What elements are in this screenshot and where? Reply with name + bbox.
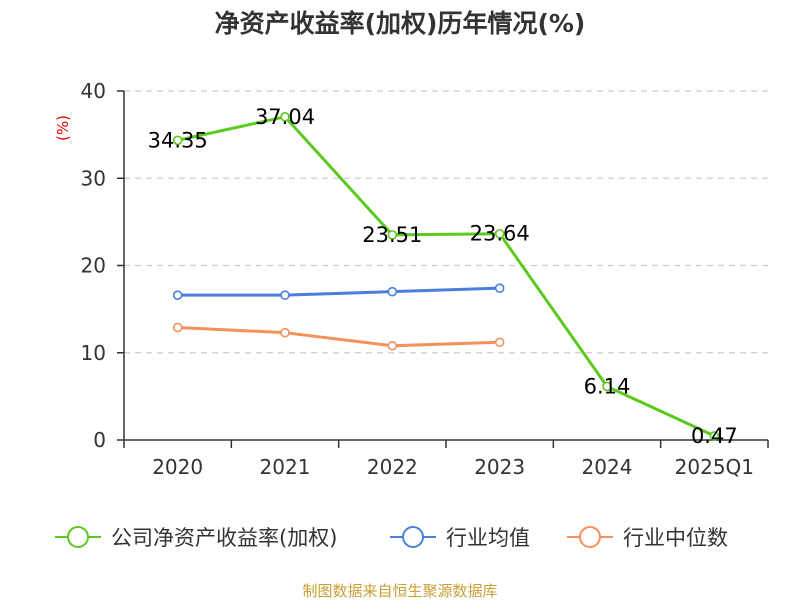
- x-tick-label: 2020: [152, 455, 203, 479]
- y-tick-label: 10: [81, 341, 106, 365]
- legend-marker: [579, 526, 601, 548]
- x-tick-label: 2025Q1: [675, 455, 754, 479]
- data-point: [494, 283, 505, 293]
- axes: [117, 90, 769, 448]
- data-point: [280, 112, 290, 122]
- data-point: [172, 322, 183, 333]
- x-tick-label: 2022: [367, 455, 418, 479]
- y-tick-label: 20: [81, 254, 106, 278]
- grid: [124, 90, 768, 354]
- x-tick-label: 2021: [260, 455, 311, 479]
- y-axis-label: (%): [54, 115, 72, 141]
- data-point: [280, 290, 290, 300]
- data-label: 34.35: [148, 128, 208, 152]
- data-point: [494, 228, 505, 239]
- legend-marker: [402, 526, 424, 548]
- source-note: 制图数据来自恒生聚源数据库: [302, 582, 497, 600]
- series-line: [177, 286, 500, 297]
- y-tick-label: 30: [81, 166, 106, 190]
- chart-title: 净资产收益率(加权)历年情况(%): [215, 9, 586, 38]
- legend-label: 公司净资产收益率(加权): [111, 526, 337, 550]
- data-label: 23.64: [470, 222, 530, 246]
- tick-labels: 0 10 20 30 40 2020 2021 2022 2023 2024 2025Q1: [81, 79, 754, 479]
- legend-label: 行业中位数: [623, 526, 728, 550]
- data-point: [280, 327, 290, 338]
- series-lines: [172, 112, 720, 441]
- data-labels: 34.35 37.04 23.51 23.64 6.14 0.47: [148, 105, 738, 448]
- data-point: [387, 286, 398, 297]
- data-point: [709, 431, 720, 441]
- data-point: [387, 230, 398, 240]
- data-point: [387, 340, 398, 351]
- y-tick-label: 0: [93, 428, 106, 452]
- data-point: [172, 290, 183, 300]
- legend-label: 行业均值: [446, 526, 530, 550]
- legend-marker: [67, 526, 89, 548]
- data-label: 23.51: [362, 223, 422, 247]
- data-label: 0.47: [691, 424, 738, 448]
- data-point: [602, 381, 612, 392]
- legend: 公司净资产收益率(加权) 行业均值 行业中位数: [55, 526, 728, 550]
- data-point: [172, 135, 183, 146]
- data-point: [494, 337, 505, 348]
- data-label: 37.04: [255, 105, 315, 129]
- data-label: 6.14: [584, 374, 631, 398]
- series-line: [177, 325, 500, 348]
- series-line: [177, 115, 715, 438]
- x-tick-label: 2023: [474, 455, 525, 479]
- y-tick-label: 40: [81, 79, 106, 103]
- x-tick-label: 2024: [582, 455, 633, 479]
